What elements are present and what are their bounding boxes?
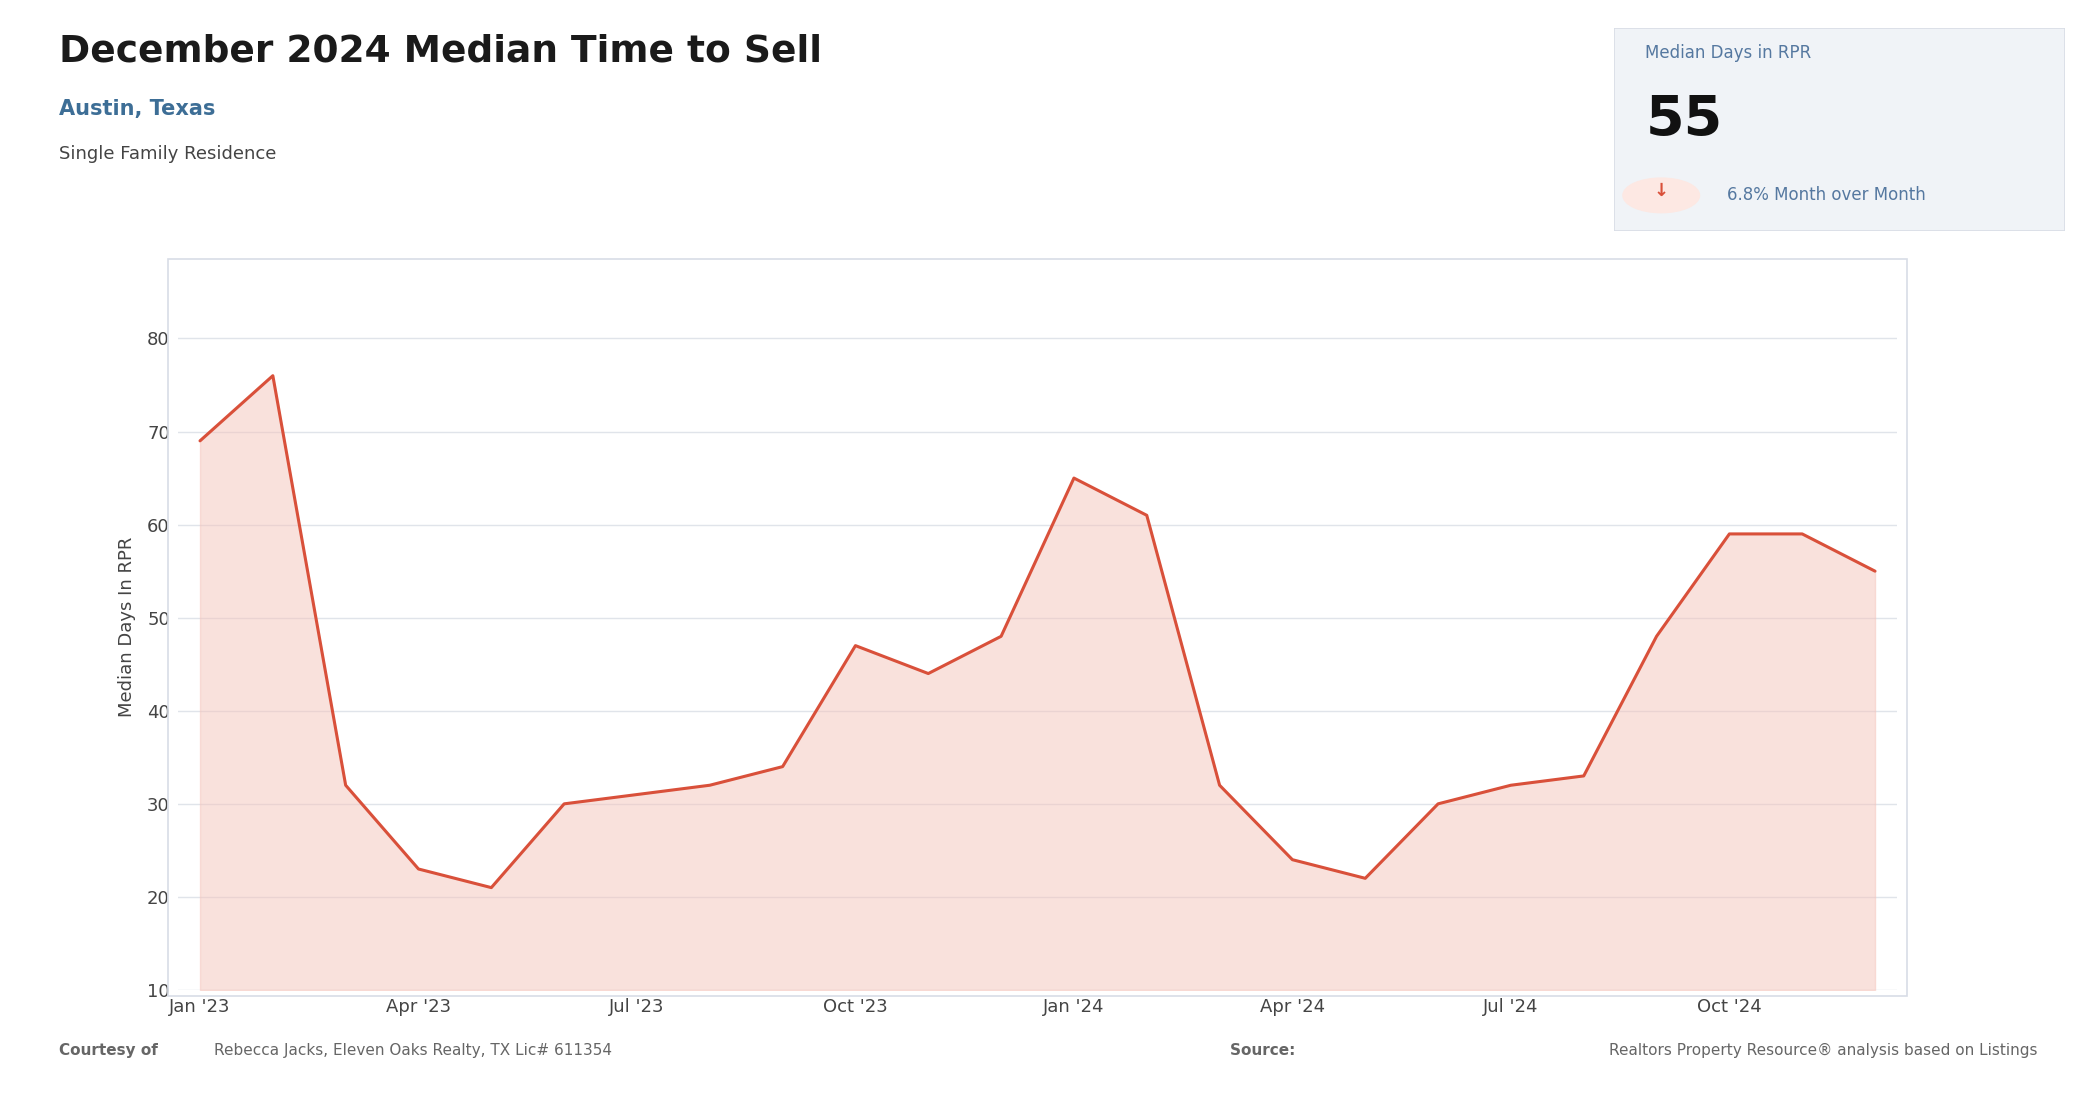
- Text: 6.8% Month over Month: 6.8% Month over Month: [1727, 186, 1926, 205]
- Circle shape: [1622, 178, 1700, 212]
- Text: Median Days in RPR: Median Days in RPR: [1645, 44, 1811, 62]
- Text: December 2024 Median Time to Sell: December 2024 Median Time to Sell: [59, 33, 822, 69]
- Text: Austin, Texas: Austin, Texas: [59, 99, 216, 119]
- Text: ↓: ↓: [1654, 183, 1668, 200]
- Text: Rebecca Jacks, Eleven Oaks Realty, TX Lic# 611354: Rebecca Jacks, Eleven Oaks Realty, TX Li…: [214, 1043, 612, 1058]
- Y-axis label: Median Days In RPR: Median Days In RPR: [117, 537, 136, 717]
- Text: Realtors Property Resource® analysis based on Listings: Realtors Property Resource® analysis bas…: [1610, 1043, 2037, 1058]
- Text: Single Family Residence: Single Family Residence: [59, 145, 277, 163]
- Text: Courtesy of: Courtesy of: [59, 1043, 163, 1058]
- Text: Source:: Source:: [1230, 1043, 1302, 1058]
- Text: 55: 55: [1645, 92, 1723, 146]
